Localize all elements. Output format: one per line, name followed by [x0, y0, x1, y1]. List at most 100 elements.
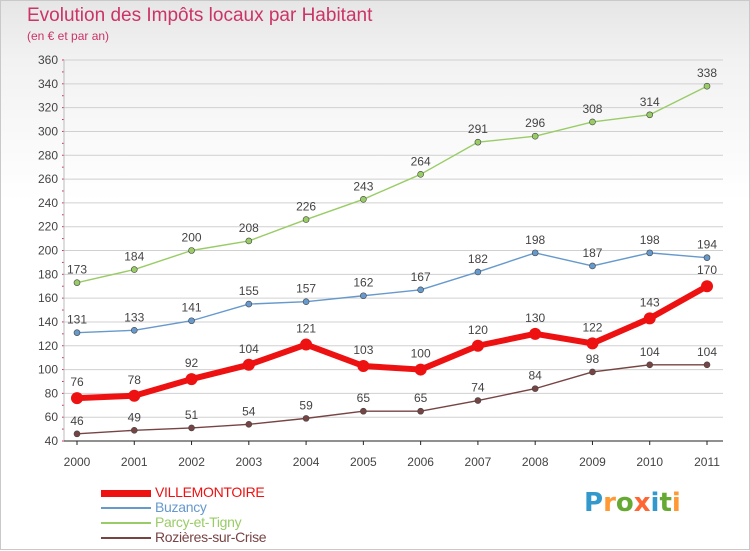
legend-label: Rozières-sur-Crise	[155, 529, 267, 545]
logo-letter: i	[650, 488, 660, 518]
data-point-villemontoire	[701, 280, 713, 293]
data-label-parcy-et-tigny: 208	[239, 221, 259, 235]
data-label-rozieres-sur-crise: 59	[299, 398, 313, 412]
x-tick-label: 2008	[522, 455, 549, 469]
data-label-parcy-et-tigny: 308	[582, 102, 602, 116]
data-label-rozieres-sur-crise: 65	[357, 391, 371, 405]
data-point-villemontoire	[71, 392, 83, 405]
data-label-rozieres-sur-crise: 74	[471, 381, 485, 395]
data-label-parcy-et-tigny: 243	[353, 179, 373, 193]
data-point-villemontoire	[185, 373, 198, 386]
data-point-buzancy	[130, 326, 138, 334]
data-point-buzancy	[703, 254, 711, 261]
data-label-buzancy: 155	[239, 284, 259, 298]
data-label-buzancy: 167	[411, 270, 431, 284]
data-point-buzancy	[589, 262, 596, 270]
series-line-villemontoire	[76, 283, 709, 402]
data-label-rozieres-sur-crise: 84	[529, 369, 543, 383]
data-point-parcy-et-tigny	[245, 237, 253, 245]
y-tick-label: 260	[38, 172, 58, 186]
data-point-villemontoire	[643, 312, 656, 325]
data-point-rozieres-sur-crise	[188, 424, 195, 432]
legend-swatch	[101, 522, 151, 524]
data-label-rozieres-sur-crise: 98	[586, 352, 600, 366]
data-point-villemontoire	[471, 339, 484, 352]
data-point-rozieres-sur-crise	[130, 426, 138, 434]
data-label-villemontoire: 103	[353, 343, 373, 357]
data-point-buzancy	[73, 329, 81, 336]
x-tick-label: 2010	[636, 455, 663, 469]
chart-title: Evolution des Impôts locaux par Habitant	[27, 5, 373, 26]
data-label-buzancy: 198	[640, 233, 660, 247]
data-label-rozieres-sur-crise: 46	[70, 414, 84, 428]
data-label-parcy-et-tigny: 314	[640, 95, 660, 109]
data-point-villemontoire	[242, 358, 255, 371]
x-tick-label: 2009	[579, 455, 606, 469]
data-point-villemontoire	[529, 327, 542, 340]
y-tick-label: 240	[38, 196, 58, 210]
logo-letter: i	[671, 488, 681, 518]
legend-swatch	[101, 490, 151, 497]
data-label-rozieres-sur-crise: 65	[414, 391, 428, 405]
data-point-parcy-et-tigny	[130, 266, 138, 273]
data-label-villemontoire: 130	[525, 311, 545, 325]
data-point-buzancy	[188, 317, 195, 325]
data-point-parcy-et-tigny	[360, 196, 367, 203]
data-point-buzancy	[474, 268, 482, 276]
data-label-parcy-et-tigny: 200	[182, 231, 202, 245]
series-line-buzancy	[76, 252, 708, 334]
logo-letter: r	[603, 488, 616, 518]
series-line-rozieres-sur-crise	[76, 364, 707, 435]
legend-swatch	[101, 537, 151, 539]
y-tick-label: 180	[38, 267, 58, 281]
data-label-villemontoire: 100	[411, 347, 431, 361]
y-tick-label: 100	[38, 363, 58, 377]
data-point-buzancy	[245, 300, 253, 308]
data-point-rozieres-sur-crise	[589, 368, 596, 376]
data-point-parcy-et-tigny	[73, 279, 81, 286]
data-label-buzancy: 194	[697, 238, 717, 252]
data-point-buzancy	[360, 292, 367, 300]
data-point-rozieres-sur-crise	[73, 430, 81, 438]
data-label-buzancy: 162	[353, 276, 373, 290]
data-label-rozieres-sur-crise: 54	[242, 404, 256, 418]
proxiti-logo: Proxiti	[584, 488, 681, 518]
data-point-villemontoire	[414, 363, 427, 376]
data-label-buzancy: 131	[67, 313, 87, 327]
logo-letter: x	[633, 488, 651, 518]
data-point-villemontoire	[357, 359, 370, 372]
data-point-buzancy	[531, 249, 539, 257]
logo-letter: o	[615, 488, 634, 518]
logo-letter: t	[659, 488, 672, 518]
data-point-buzancy	[417, 286, 424, 294]
data-label-buzancy: 182	[468, 252, 488, 266]
legend-label: Parcy-et-Tigny	[155, 514, 242, 530]
series-line-parcy-et-tigny	[76, 85, 708, 284]
data-label-parcy-et-tigny: 291	[468, 122, 488, 136]
data-point-rozieres-sur-crise	[474, 397, 482, 404]
y-tick-label: 300	[38, 124, 58, 138]
x-tick-label: 2006	[407, 455, 434, 469]
x-tick-label: 2001	[121, 455, 148, 469]
data-label-parcy-et-tigny: 264	[411, 154, 431, 168]
legend-swatch	[101, 507, 151, 509]
chart-subtitle: (en € et par an)	[27, 29, 110, 43]
data-point-parcy-et-tigny	[703, 82, 711, 90]
data-point-villemontoire	[300, 338, 313, 351]
data-label-rozieres-sur-crise: 51	[185, 408, 199, 422]
x-tick-label: 2005	[350, 455, 377, 469]
data-point-buzancy	[302, 298, 310, 305]
data-point-parcy-et-tigny	[589, 118, 596, 126]
data-label-villemontoire: 104	[239, 342, 259, 356]
x-tick-label: 2007	[465, 455, 492, 469]
data-label-villemontoire: 170	[697, 263, 717, 277]
data-label-parcy-et-tigny: 338	[697, 66, 717, 80]
data-point-rozieres-sur-crise	[245, 421, 253, 428]
x-tick-label: 2004	[293, 455, 320, 469]
data-point-buzancy	[646, 249, 654, 257]
data-point-parcy-et-tigny	[646, 111, 654, 119]
data-label-buzancy: 187	[582, 246, 602, 260]
y-tick-label: 320	[38, 101, 58, 115]
legend-label: VILLEMONTOIRE	[155, 484, 265, 500]
data-point-parcy-et-tigny	[474, 138, 482, 146]
